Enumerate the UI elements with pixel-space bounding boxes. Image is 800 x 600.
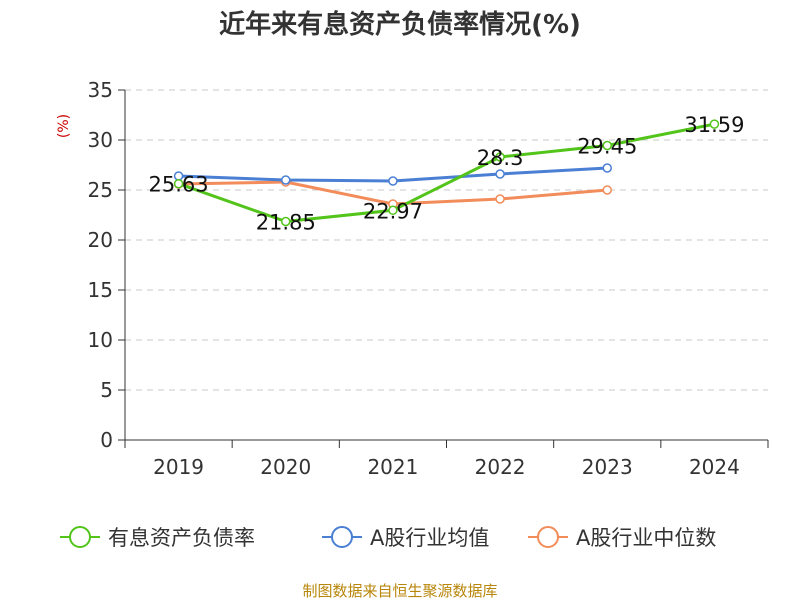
data-point [388, 205, 398, 216]
y-tick-label: 15 [88, 278, 113, 302]
grid-lines [125, 89, 768, 391]
x-tick-label: 2019 [153, 455, 204, 479]
data-point [602, 140, 612, 151]
data-point [281, 216, 291, 227]
series-lines [173, 119, 720, 227]
x-tick-label: 2020 [260, 455, 311, 479]
x-tick-label: 2024 [689, 455, 740, 479]
chart-title: 近年来有息资产负债率情况(%) [219, 9, 581, 40]
data-label: 22.97 [363, 199, 423, 223]
data-point [388, 176, 398, 186]
legend-marker [331, 526, 353, 548]
data-point [495, 152, 505, 162]
x-tick-label: 2023 [582, 455, 633, 479]
data-point [495, 194, 505, 204]
legend-label: 有息资产负债率 [108, 526, 255, 550]
y-tick-label: 0 [100, 428, 113, 452]
legend: 有息资产负债率 A股行业均值 A股行业中位数 [60, 526, 716, 550]
data-point [602, 185, 612, 195]
legend-item[interactable]: A股行业中位数 [528, 526, 716, 550]
data-point [281, 175, 291, 185]
data-point [173, 178, 184, 189]
y-tick-label: 25 [88, 178, 113, 202]
data-label: 31.59 [684, 113, 744, 137]
x-tick-label: 2022 [475, 455, 526, 479]
data-point [709, 119, 720, 129]
legend-item[interactable]: 有息资产负债率 [60, 526, 255, 550]
x-tick-label: 2021 [367, 455, 418, 479]
legend-marker [537, 526, 559, 548]
data-point [602, 163, 612, 173]
y-tick-label: 5 [100, 378, 113, 402]
y-tick-label: 35 [88, 78, 113, 102]
legend-label: A股行业中位数 [576, 526, 716, 550]
y-tick-label: 20 [88, 228, 113, 252]
x-axis: 2019 2020 2021 2022 2023 2024 [124, 439, 769, 479]
series-1 [173, 163, 612, 186]
data-labels: 25.63 21.85 22.97 28.3 29.45 31.59 [149, 113, 745, 234]
data-source-note: 制图数据来自恒生聚源数据库 [302, 582, 497, 600]
data-label: 29.45 [577, 135, 637, 159]
data-label: 28.3 [477, 146, 524, 170]
y-tick-label: 10 [88, 328, 113, 352]
y-tick-label: 30 [88, 128, 113, 152]
legend-item[interactable]: A股行业均值 [322, 526, 489, 550]
y-axis-label: (%) [56, 114, 72, 138]
series-line [178, 122, 715, 223]
series-0 [173, 119, 720, 227]
data-point [495, 169, 505, 179]
legend-label: A股行业均值 [370, 526, 489, 550]
y-axis: 0 5 10 15 20 25 30 35 [88, 78, 126, 452]
data-label: 21.85 [256, 211, 316, 235]
legend-marker [69, 526, 91, 548]
data-label: 25.63 [149, 173, 209, 197]
